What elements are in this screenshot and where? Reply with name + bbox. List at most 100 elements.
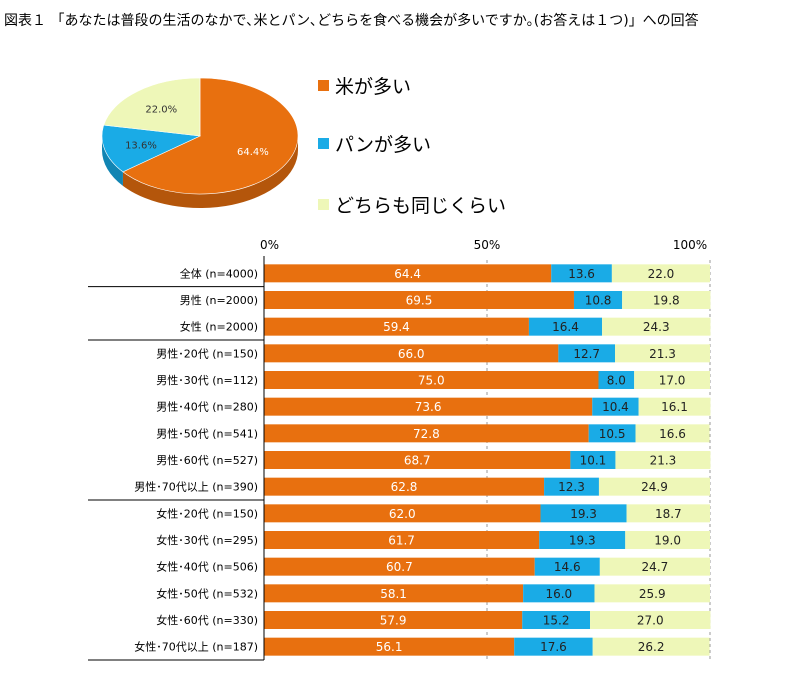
bar-label-bread: 8.0 [607,374,626,388]
bar-rice [264,611,523,629]
bar-bread [598,371,635,389]
x-tick-label: 100% [673,238,707,252]
bar-both [622,291,711,309]
legend-item-bread: パンが多い [318,128,431,158]
bar-label-both: 24.3 [643,320,670,334]
bar-rice [264,531,540,549]
bar-both [638,397,711,416]
bar-label-bread: 16.0 [545,587,572,601]
bar-label-rice: 62.0 [389,507,416,521]
bar-label-rice: 57.9 [380,614,407,628]
bar-both [626,504,710,523]
bar-label-both: 19.0 [654,534,681,548]
bar-label-both: 24.7 [642,560,669,574]
bar-label-both: 21.3 [649,347,676,361]
bar-label-rice: 64.4 [394,267,421,281]
bar-label-bread: 17.6 [540,640,567,654]
category-label: 女性･40代 (n=506) [156,560,258,574]
bar-bread [534,557,600,576]
bar-rice [264,504,541,523]
category-label: 男性･20代 (n=150) [156,346,258,360]
bar-bread [540,504,627,523]
pie-chart: 64.4% 13.6% 22.0% [101,77,299,208]
bar-rice [264,397,593,416]
bar-label-bread: 16.4 [552,320,579,334]
bar-label-both: 17.0 [659,374,686,388]
bar-label-bread: 10.1 [580,454,607,468]
legend-swatch-bread [318,137,329,149]
bar-both [634,371,710,389]
category-label: 男性･40代 (n=280) [156,400,258,414]
category-label: 女性･50代 (n=532) [156,586,258,600]
legend-item-rice: 米が多い [318,70,411,100]
bar-label-rice: 68.7 [404,454,431,468]
bar-rice [264,344,559,363]
legend-label-both: どちらも同じくらい [335,194,507,217]
bar-label-rice: 59.4 [383,320,410,334]
bar-rice [264,291,574,309]
pie-slice-both [103,77,201,137]
bar-bread [523,584,595,603]
bar-label-rice: 58.1 [380,587,407,601]
legend-swatch-both [318,198,329,210]
bar-label-bread: 15.2 [543,614,570,628]
bar-both [602,317,711,336]
category-label: 女性 (n=2000) [180,320,258,334]
legend-item-both: どちらも同じくらい [318,189,506,219]
bar-label-rice: 60.7 [386,560,413,574]
bar-rice [264,477,545,496]
bar-bread [551,264,612,283]
category-label: 男性･30代 (n=112) [156,373,258,387]
bar-rice [264,317,529,336]
bar-label-rice: 56.1 [376,640,403,654]
bar-label-rice: 62.8 [391,480,418,494]
category-label: 女性･70代以上 (n=187) [134,640,258,654]
bar-label-rice: 72.8 [413,427,440,441]
pie-label-both: 22.0% [145,104,177,115]
pie-slice-rice [122,77,299,195]
bar-label-rice: 66.0 [398,347,425,361]
pie-slice-bread [101,124,202,173]
bar-label-both: 25.9 [639,587,666,601]
bar-both [599,557,710,576]
bar-both [592,637,710,656]
bar-label-bread: 14.6 [554,560,581,574]
bar-label-bread: 19.3 [569,534,596,548]
bar-rice [264,424,589,443]
bar-both [594,584,710,603]
bar-both [635,424,710,443]
category-label: 女性･60代 (n=330) [156,613,258,627]
bar-label-both: 24.9 [641,480,668,494]
bar-both [615,451,711,469]
bar-both [615,344,710,363]
bar-both [598,477,710,496]
bar-bread [570,451,616,469]
bar-label-both: 18.7 [655,507,682,521]
bar-label-both: 19.8 [653,294,680,308]
bar-label-bread: 12.3 [558,480,585,494]
x-tick-label: 50% [474,238,501,252]
bar-label-bread: 12.7 [573,347,600,361]
bar-bread [558,344,616,363]
bar-bread [573,291,623,309]
bar-rice [264,557,535,576]
bar-label-rice: 75.0 [418,374,445,388]
bar-label-both: 26.2 [638,640,665,654]
bar-label-bread: 13.6 [568,267,595,281]
bar-bread [592,397,639,416]
category-label: 男性 (n=2000) [180,293,258,307]
bar-label-bread: 10.5 [599,427,626,441]
bar-bread [522,611,591,629]
bar-rice [264,451,571,469]
legend-label-bread: パンが多い [335,133,431,156]
bar-label-bread: 10.4 [602,400,629,414]
x-tick-label: 0% [260,238,279,252]
category-label: 男性･60代 (n=527) [156,453,258,467]
category-label: 男性･50代 (n=541) [156,426,258,440]
bar-bread [528,317,603,336]
bar-rice [264,264,552,283]
pie-side-rice [122,136,299,208]
bar-both [590,611,711,629]
bar-bread [588,424,636,443]
